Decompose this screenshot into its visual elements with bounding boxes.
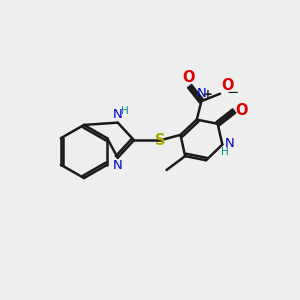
Text: N: N xyxy=(113,109,123,122)
Text: N: N xyxy=(225,137,235,150)
Text: H: H xyxy=(221,147,229,157)
Text: O: O xyxy=(183,70,195,86)
Text: +: + xyxy=(203,88,213,101)
Text: N: N xyxy=(196,87,206,100)
Text: H: H xyxy=(121,106,129,116)
Text: −: − xyxy=(226,85,238,100)
Text: N: N xyxy=(113,159,123,172)
Text: O: O xyxy=(236,103,248,118)
Text: S: S xyxy=(155,133,166,148)
Text: O: O xyxy=(221,78,234,93)
